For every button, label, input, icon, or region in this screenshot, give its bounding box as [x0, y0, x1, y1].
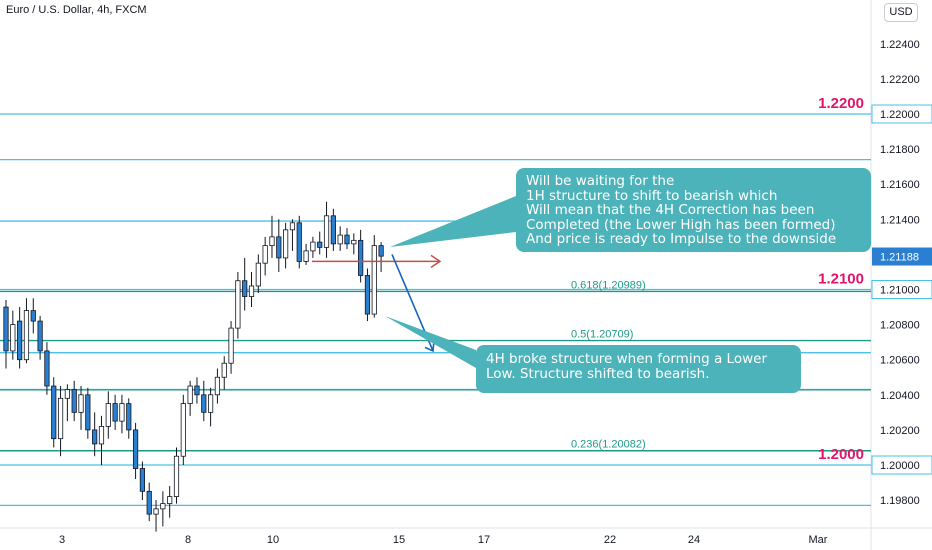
candle-body: [30, 310, 36, 322]
chart-title: Euro / U.S. Dollar, 4h, FXCM: [6, 4, 147, 16]
fib-label: 0.236(1.20082): [571, 439, 646, 451]
candle-body: [57, 397, 64, 440]
candle-body: [71, 389, 77, 413]
x-tick-label: 17: [478, 534, 490, 546]
candle-body: [201, 394, 207, 413]
x-tick-label: 3: [59, 534, 65, 546]
candle-body: [194, 385, 200, 396]
candle-body: [78, 394, 84, 413]
callout-top-pointer: [390, 196, 516, 247]
x-tick-label: 15: [393, 534, 405, 546]
candle-body: [323, 215, 330, 248]
y-tick-label: 1.20800: [880, 320, 920, 332]
level-badge: [871, 104, 932, 124]
y-tick-label: 1.19800: [880, 495, 920, 507]
candle-body: [112, 403, 118, 422]
candle-body: [214, 376, 221, 396]
candle-body: [44, 350, 50, 387]
candle-body: [221, 362, 227, 378]
candle-body: [235, 280, 241, 329]
candle-body: [153, 508, 159, 515]
y-tick-label: 1.20200: [880, 425, 920, 437]
candle-body: [180, 403, 186, 457]
candle-body: [17, 320, 23, 361]
blue-arrow-head: [424, 340, 435, 353]
level-label: 1.2000: [818, 446, 864, 463]
y-tick-label: 1.21800: [880, 144, 920, 156]
candle-body: [269, 236, 275, 247]
candle-body: [207, 394, 214, 413]
candle-body: [310, 241, 316, 252]
candle-body: [242, 280, 248, 297]
level-badge-label: 1.21000: [880, 285, 920, 297]
candle-body: [337, 234, 343, 245]
candle-body: [132, 429, 139, 469]
candle-body: [37, 320, 43, 352]
candle-body: [167, 496, 173, 505]
candle-body: [228, 327, 234, 364]
level-label: 1.2100: [818, 271, 864, 288]
y-tick-label: 1.22200: [880, 74, 920, 86]
currency-selector[interactable]: USD: [884, 3, 918, 22]
x-tick-label: 24: [688, 534, 700, 546]
candle-body: [255, 262, 261, 287]
candle-body: [173, 455, 180, 497]
callout-top: Will be waiting for the 1H structure to …: [516, 168, 871, 252]
y-tick-label: 1.20400: [880, 390, 920, 402]
candle-body: [98, 425, 105, 445]
candle-body: [330, 215, 336, 245]
candle-body: [119, 403, 125, 422]
x-tick-label: 8: [185, 534, 191, 546]
candle-body: [146, 490, 152, 515]
y-tick-label: 1.22400: [880, 39, 920, 51]
candle-body: [351, 239, 357, 245]
level-badge-label: 1.22000: [880, 109, 920, 121]
candle-body: [248, 285, 255, 297]
candle-body: [23, 310, 30, 361]
red-arrow-head: [430, 254, 442, 269]
y-tick-label: 1.21600: [880, 179, 920, 191]
candle-body: [10, 324, 16, 352]
current-price-label: 1.21188: [880, 252, 919, 264]
level-badge-label: 1.20000: [880, 460, 920, 472]
candle-body: [64, 389, 70, 399]
callout-bottom-pointer: [385, 316, 476, 368]
x-tick-label: 22: [604, 534, 616, 546]
candle-body: [303, 250, 309, 262]
x-tick-label: 10: [267, 534, 279, 546]
candle-body: [85, 394, 91, 431]
candle-body: [262, 245, 268, 264]
candle-body: [371, 245, 377, 315]
candle-body: [160, 503, 166, 510]
candle-body: [317, 241, 323, 248]
candle-body: [276, 236, 282, 259]
level-badge: [871, 455, 932, 475]
candle-body: [3, 306, 9, 352]
x-tick-label: Mar: [809, 534, 828, 546]
candle-body: [105, 403, 111, 427]
candle-body: [51, 385, 57, 440]
candle-body: [289, 222, 296, 231]
candle-body: [92, 429, 98, 445]
candle-body: [296, 222, 302, 262]
level-label: 1.2200: [818, 95, 864, 112]
fib-label: 0.5(1.20709): [571, 329, 633, 341]
callout-bottom: 4H broke structure when forming a Lower …: [476, 345, 801, 393]
y-tick-label: 1.21400: [880, 214, 920, 226]
candle-body: [358, 239, 364, 276]
candle-body: [344, 234, 350, 245]
current-price-badge: [872, 247, 932, 266]
y-tick-label: 1.20600: [880, 355, 920, 367]
fib-label: 0.618(1.20989): [571, 279, 646, 291]
candle-body: [283, 229, 289, 259]
candle-body: [378, 245, 384, 257]
level-badge: [871, 280, 932, 299]
candle-body: [187, 385, 193, 404]
candle-body: [126, 403, 132, 431]
candle-body: [364, 275, 371, 315]
candle-body: [139, 468, 145, 492]
